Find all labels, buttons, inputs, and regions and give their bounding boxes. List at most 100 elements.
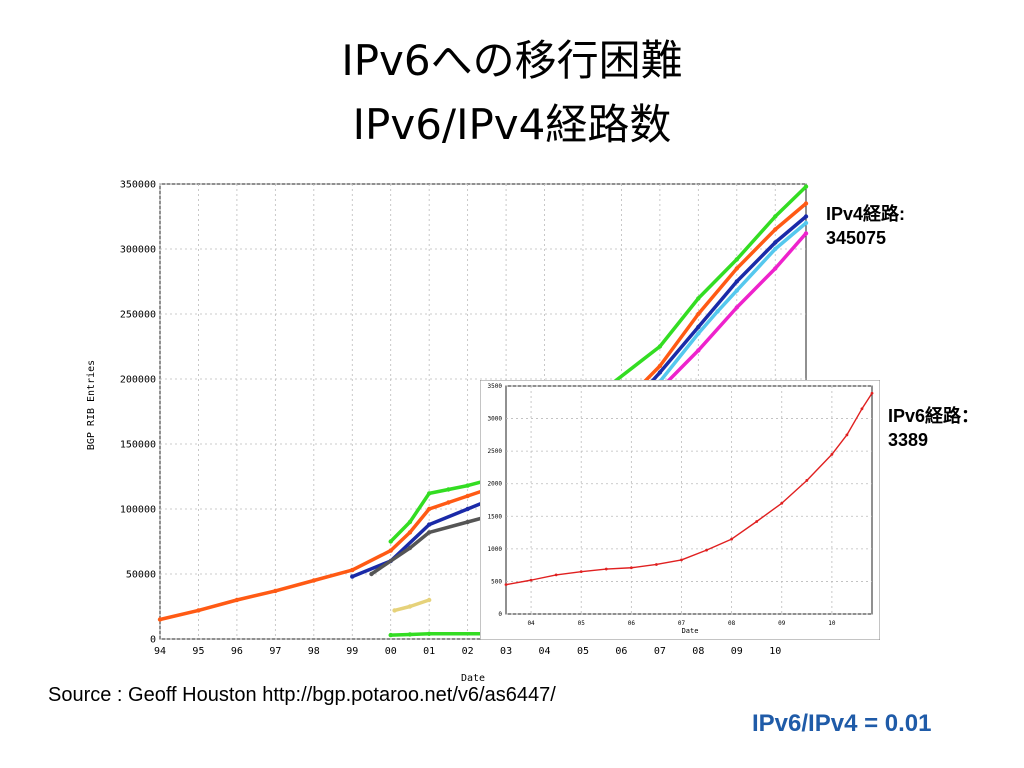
ipv6-callout: IPv6経路： 3389	[888, 404, 979, 452]
ipv4-callout: IPv4経路: 345075	[826, 202, 905, 250]
main-x-tick-label: 09	[731, 646, 743, 657]
inset-series-point	[629, 566, 633, 570]
main-series-point	[369, 571, 374, 577]
main-x-tick-label: 95	[192, 646, 204, 657]
inset-x-tick-label: 07	[678, 620, 686, 627]
inset-y-tick-label: 500	[491, 578, 502, 585]
ipv4-callout-value: 345075	[826, 228, 887, 248]
main-x-tick-label: 10	[769, 646, 781, 657]
main-x-tick-label: 00	[385, 646, 397, 657]
main-x-tick-label: 07	[654, 646, 666, 657]
inset-x-tick-label: 10	[828, 620, 836, 627]
main-series-point	[696, 324, 701, 330]
inset-y-tick-label: 1500	[488, 513, 503, 520]
main-series-point	[803, 214, 809, 219]
inset-y-tick-label: 0	[498, 611, 502, 618]
main-series-point	[426, 491, 432, 496]
main-y-axis-label: BGP RIB Entries	[86, 360, 97, 450]
main-series-point	[657, 344, 663, 349]
main-series-point	[734, 305, 739, 310]
main-series-point	[388, 548, 393, 553]
inset-series-point	[529, 578, 533, 582]
main-x-tick-label: 96	[231, 646, 243, 657]
main-series-point	[426, 530, 432, 535]
main-x-tick-label: 06	[615, 646, 627, 657]
main-series-point	[803, 231, 809, 236]
inset-series-point	[780, 501, 784, 505]
main-series-point	[803, 184, 809, 189]
slide-title-line2: IPv6/IPv4経路数	[352, 100, 672, 149]
main-series-point	[157, 617, 163, 622]
main-series-point	[426, 506, 432, 512]
inset-x-tick-label: 06	[628, 620, 636, 627]
main-series-point	[696, 331, 701, 336]
main-series-point	[350, 567, 355, 573]
main-series-line	[159, 202, 808, 622]
main-series-point	[696, 311, 701, 317]
main-y-tick-label: 100000	[120, 504, 156, 515]
main-series-point	[465, 519, 470, 525]
inset-y-tick-label: 1000	[488, 546, 503, 553]
main-series-point	[311, 578, 317, 583]
main-series-point	[388, 632, 393, 638]
main-series-point	[407, 519, 413, 525]
main-x-tick-label: 94	[154, 646, 166, 657]
main-y-tick-label: 200000	[120, 374, 156, 385]
main-series-point	[734, 288, 739, 293]
inset-frame	[480, 380, 880, 640]
source-credit: Source : Geoff Houston http://bgp.potaro…	[48, 684, 556, 706]
inset-series-point	[730, 537, 734, 541]
inset-series-point	[604, 567, 608, 571]
inset-plot-frame	[505, 385, 873, 615]
main-x-tick-label: 97	[269, 646, 281, 657]
main-series-point	[734, 279, 739, 284]
main-series-point	[696, 296, 701, 301]
main-x-tick-label: 04	[539, 646, 551, 657]
ipv4-callout-label: IPv4経路:	[826, 204, 906, 224]
main-series-point	[734, 266, 739, 271]
main-series-point	[407, 632, 413, 637]
inset-series-point	[805, 479, 809, 482]
inset-series-point	[579, 570, 583, 574]
main-series-point	[407, 545, 413, 551]
main-series-point	[715, 309, 720, 314]
inset-series-point	[860, 407, 864, 411]
main-series-point	[350, 574, 355, 579]
inset-series-point	[845, 433, 849, 437]
main-series-point	[773, 214, 778, 219]
inset-y-tick-label: 3500	[488, 383, 503, 390]
inset-y-tick-label: 2500	[488, 448, 503, 455]
main-x-tick-label: 01	[423, 646, 435, 657]
inset-plot-layer: 0 500 1000 1500 2000 2500 3000 3500 04 05 06 07 08 09…	[488, 383, 874, 627]
inset-series-point	[504, 583, 508, 587]
inset-y-tick-label: 3000	[488, 416, 503, 423]
main-series-point	[803, 201, 809, 206]
main-y-tick-label: 0	[150, 634, 156, 645]
main-x-tick-label: 98	[308, 646, 320, 657]
inset-series-point	[755, 520, 759, 523]
main-series-point	[273, 588, 278, 594]
main-y-tick-label: 300000	[120, 244, 156, 255]
main-x-tick-label: 05	[577, 646, 589, 657]
inset-series-point	[830, 453, 834, 456]
main-series-point	[773, 246, 778, 252]
main-series-point	[234, 597, 240, 603]
inset-x-axis-label: Date	[682, 627, 699, 635]
main-y-tick-label: 50000	[126, 569, 156, 580]
ipv6-callout-value: 3389	[888, 430, 929, 450]
main-y-tick-label: 250000	[120, 309, 156, 320]
main-series-point	[734, 257, 739, 262]
main-series-point	[773, 266, 778, 271]
inset-series-point	[554, 573, 558, 577]
main-series-point	[657, 370, 663, 375]
inset-series-point	[680, 558, 683, 562]
main-series-point	[465, 493, 470, 499]
main-series-point	[696, 348, 701, 353]
main-series-point	[407, 604, 413, 609]
inset-series-point	[870, 391, 874, 395]
inset-x-tick-label: 05	[578, 620, 586, 627]
slide-title-line1: IPv6への移行困難	[341, 36, 683, 85]
main-y-tick-label: 350000	[120, 179, 156, 190]
ipv6-ipv4-ratio: IPv6/IPv4 = 0.01	[752, 710, 932, 737]
main-series-point	[465, 483, 470, 488]
